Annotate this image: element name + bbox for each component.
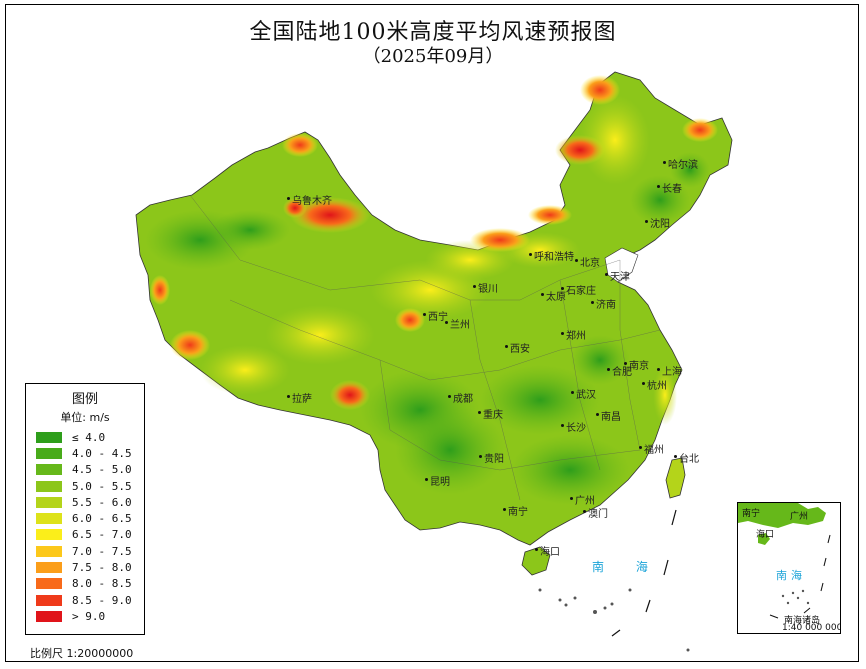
taiwan-island — [665, 457, 686, 499]
legend-unit: 单位: m/s — [60, 411, 110, 424]
legend-item: 5.0 - 5.5 — [26, 478, 144, 494]
legend-swatch — [36, 529, 62, 541]
legend-item: 4.5 - 5.0 — [26, 462, 144, 478]
nine-dash-segments — [611, 509, 677, 637]
legend-label: > 9.0 — [72, 609, 106, 623]
city-label: 成都 — [448, 390, 473, 405]
inset-city-label: 海口 — [756, 530, 775, 540]
city-label: 济南 — [591, 296, 616, 311]
city-label: 澳门 — [583, 505, 608, 520]
legend-label: 7.0 - 7.5 — [72, 544, 132, 558]
legend-item: 6.5 - 7.0 — [26, 527, 144, 543]
legend-item: > 9.0 — [26, 608, 144, 624]
legend-label: 6.0 - 6.5 — [72, 512, 132, 526]
legend-label: 4.5 - 5.0 — [72, 463, 132, 477]
inset-city-label: 广州 — [790, 512, 809, 522]
legend-swatch — [36, 545, 62, 557]
inset-scale-label: 1:40 000 000 — [782, 623, 841, 633]
city-label: 拉萨 — [287, 390, 312, 405]
legend-items: ≤ 4.0 4.0 - 4.5 4.5 - 5.0 5.0 - 5.5 5.5 - 6.… — [26, 429, 144, 625]
city-label: 西安 — [505, 340, 530, 355]
city-label: 重庆 — [478, 406, 503, 421]
city-label: 贵阳 — [479, 450, 504, 465]
city-label: 呼和浩特 — [529, 248, 574, 263]
islands-dots — [538, 588, 690, 652]
city-label: 南京 — [624, 357, 649, 372]
city-label: 太原 — [541, 288, 566, 303]
city-label: 南昌 — [596, 408, 621, 423]
legend-swatch — [36, 447, 62, 459]
city-label: 武汉 — [571, 386, 596, 401]
legend-label: 6.5 - 7.0 — [72, 528, 132, 542]
legend-item: 8.0 - 8.5 — [26, 576, 144, 592]
legend-item: 6.0 - 6.5 — [26, 510, 144, 526]
city-label: 银川 — [473, 280, 498, 295]
legend-label: 5.5 - 6.0 — [72, 495, 132, 509]
inset-hainan — [758, 533, 770, 545]
legend-label: ≤ 4.0 — [72, 430, 106, 444]
city-label: 广州 — [570, 492, 595, 507]
legend-swatch — [36, 513, 62, 525]
legend-item: 5.5 - 6.0 — [26, 494, 144, 510]
city-label: 上海 — [657, 363, 682, 378]
city-label: 兰州 — [445, 316, 470, 331]
city-label: 天津 — [605, 268, 630, 283]
city-label: 石家庄 — [561, 282, 596, 297]
south-china-sea-inset: 南宁 广州 海口 南海 南海诸岛 1:40 000 000 — [737, 502, 841, 634]
bohai-sea — [604, 247, 639, 283]
legend-item: 8.5 - 9.0 — [26, 592, 144, 608]
city-label: 沈阳 — [645, 215, 670, 230]
city-label: 长春 — [657, 180, 682, 195]
legend-title: 图例 — [71, 392, 98, 407]
legend-label: 7.5 - 8.0 — [72, 561, 132, 575]
south-china-sea-label: 南 海 — [592, 560, 662, 574]
legend-swatch — [36, 431, 62, 443]
city-label: 北京 — [575, 254, 600, 269]
scale-label: 比例尺 1:20000000 — [30, 647, 134, 660]
legend-swatch — [36, 610, 62, 622]
city-label: 合肥 — [607, 363, 632, 378]
inset-city-label: 南宁 — [742, 509, 761, 519]
city-label: 海口 — [535, 543, 560, 558]
legend-item: 7.5 - 8.0 — [26, 559, 144, 575]
legend-label: 8.0 - 8.5 — [72, 577, 132, 591]
legend: 图例 单位: m/s ≤ 4.0 4.0 - 4.5 4.5 - 5.0 5.0 - … — [25, 383, 145, 635]
legend-swatch — [36, 496, 62, 508]
province-borders — [189, 194, 661, 501]
inset-landmass — [738, 503, 826, 528]
map-title: 全国陆地100米高度平均风速预报图 — [249, 20, 617, 45]
legend-item: 7.0 - 7.5 — [26, 543, 144, 559]
legend-item: 4.0 - 4.5 — [26, 445, 144, 461]
city-label: 杭州 — [642, 377, 667, 392]
wind-speed-field — [145, 75, 718, 505]
legend-swatch — [36, 594, 62, 606]
hainan-island — [521, 546, 551, 576]
city-label: 乌鲁木齐 — [287, 192, 332, 207]
legend-label: 4.0 - 4.5 — [72, 446, 132, 460]
legend-swatch — [36, 578, 62, 590]
legend-swatch — [36, 562, 62, 574]
legend-item: ≤ 4.0 — [26, 429, 144, 445]
legend-label: 8.5 - 9.0 — [72, 593, 132, 607]
city-label: 哈尔滨 — [663, 156, 698, 171]
map-subtitle: （2025年09月） — [362, 46, 504, 67]
legend-swatch — [36, 480, 62, 492]
legend-swatch — [36, 464, 62, 476]
city-label: 昆明 — [425, 473, 450, 488]
city-label: 台北 — [674, 450, 699, 465]
city-label: 南宁 — [503, 503, 528, 518]
city-label: 西宁 — [423, 308, 448, 323]
inset-sea-label: 南海 — [776, 569, 806, 582]
city-label: 长沙 — [561, 419, 586, 434]
city-label: 郑州 — [561, 327, 586, 342]
city-label: 福州 — [639, 441, 664, 456]
inset-islands-label: 南海诸岛 — [784, 616, 821, 626]
inset-map — [738, 503, 831, 619]
legend-label: 5.0 - 5.5 — [72, 479, 132, 493]
